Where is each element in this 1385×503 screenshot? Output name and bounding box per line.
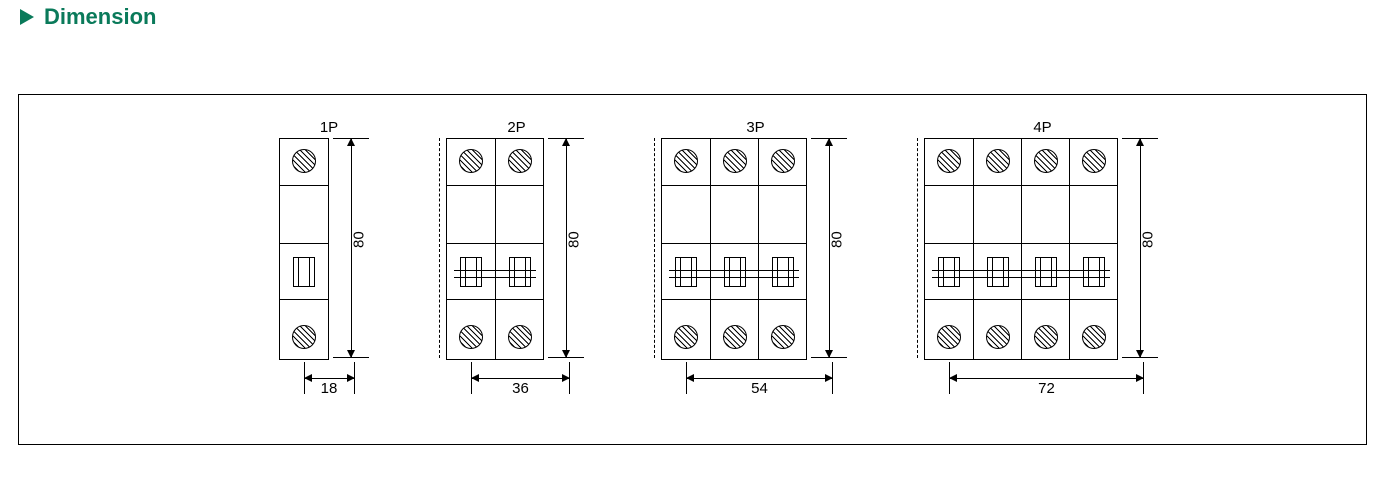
terminal-screw-icon [937, 149, 961, 173]
dashed-divider [439, 138, 440, 358]
terminal-screw-icon [1034, 149, 1058, 173]
terminal-screw-icon [937, 325, 961, 349]
width-dimension: 36 [471, 362, 570, 394]
breaker-2p: 2P 80 36 [439, 119, 594, 394]
pole-label: 4P [1033, 119, 1051, 136]
height-value: 80 [351, 231, 368, 248]
height-dimension: 80 [548, 138, 594, 358]
terminal-screw-icon [986, 149, 1010, 173]
terminal-screw-icon [1082, 325, 1106, 349]
breaker-4p: 4P 80 72 [917, 119, 1168, 394]
terminal-screw-icon [292, 325, 316, 349]
breaker-body [279, 138, 329, 360]
diagram-items: 1P 80 18 2P 80 36 3P 80 54 4P 80 72 [19, 95, 1366, 444]
width-value: 18 [321, 380, 338, 397]
toggle-icon [293, 257, 315, 287]
height-dimension: 80 [1122, 138, 1168, 358]
pole [1021, 139, 1069, 359]
breaker-1p: 1P 80 18 [279, 119, 379, 394]
terminal-screw-icon [459, 325, 483, 349]
width-value: 72 [1038, 380, 1055, 397]
tie-bar [454, 270, 536, 278]
dashed-divider [917, 138, 918, 358]
pole [280, 139, 328, 359]
terminal-screw-icon [459, 149, 483, 173]
width-dimension: 54 [686, 362, 833, 394]
terminal-screw-icon [508, 149, 532, 173]
terminal-screw-icon [723, 325, 747, 349]
dashed-divider [654, 138, 655, 358]
pole [710, 139, 758, 359]
height-dimension: 80 [811, 138, 857, 358]
diagram-frame: 1P 80 18 2P 80 36 3P 80 54 4P 80 72 [18, 94, 1367, 445]
terminal-screw-icon [1034, 325, 1058, 349]
terminal-screw-icon [771, 149, 795, 173]
breaker-body [924, 138, 1118, 360]
height-value: 80 [566, 231, 583, 248]
pole [925, 139, 973, 359]
pole [447, 139, 495, 359]
height-dimension: 80 [333, 138, 379, 358]
width-value: 54 [751, 380, 768, 397]
pole [973, 139, 1021, 359]
breaker-body [446, 138, 544, 360]
width-dimension: 18 [304, 362, 355, 394]
pole-label: 2P [507, 119, 525, 136]
width-value: 36 [512, 380, 529, 397]
pole-label: 3P [746, 119, 764, 136]
triangle-icon [20, 9, 34, 25]
breaker-3p: 3P 80 54 [654, 119, 857, 394]
pole [662, 139, 710, 359]
terminal-screw-icon [986, 325, 1010, 349]
height-value: 80 [829, 231, 846, 248]
height-value: 80 [1140, 231, 1157, 248]
terminal-screw-icon [723, 149, 747, 173]
tie-bar [932, 270, 1110, 278]
breaker-body [661, 138, 807, 360]
terminal-screw-icon [674, 149, 698, 173]
terminal-screw-icon [771, 325, 795, 349]
terminal-screw-icon [292, 149, 316, 173]
width-dimension: 72 [949, 362, 1144, 394]
terminal-screw-icon [1082, 149, 1106, 173]
pole-label: 1P [320, 119, 338, 136]
heading-text: Dimension [44, 4, 156, 30]
section-heading: Dimension [0, 0, 1385, 30]
terminal-screw-icon [508, 325, 532, 349]
tie-bar [669, 270, 799, 278]
pole [758, 139, 806, 359]
pole [1069, 139, 1117, 359]
pole [495, 139, 543, 359]
terminal-screw-icon [674, 325, 698, 349]
